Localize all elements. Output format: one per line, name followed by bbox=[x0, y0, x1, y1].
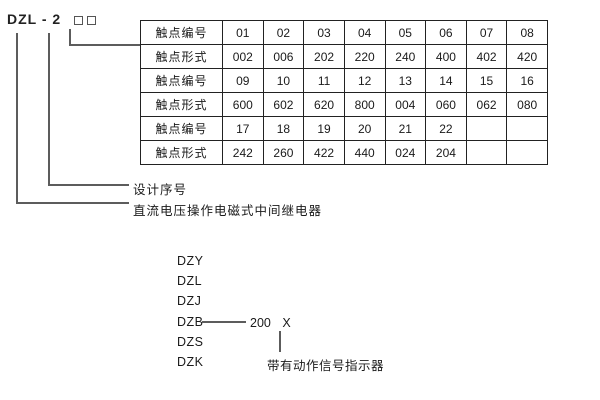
table-cell: 062 bbox=[465, 92, 508, 117]
table-cell: 204 bbox=[425, 140, 467, 165]
series-item-dzl: DZL bbox=[177, 274, 203, 289]
table-cell bbox=[465, 116, 508, 141]
row-label: 触点编号 bbox=[140, 20, 223, 45]
table-cell: 004 bbox=[384, 92, 427, 117]
table-row: 触点形式 600 602 620 800 004 060 062 080 bbox=[140, 92, 548, 117]
table-cell: 620 bbox=[303, 92, 345, 117]
table-cell: 16 bbox=[506, 68, 548, 93]
table-cell: 22 bbox=[425, 116, 467, 141]
model-designation: DZL - 2 bbox=[7, 10, 97, 28]
table-cell: 06 bbox=[425, 20, 467, 45]
table-cell: 20 bbox=[343, 116, 386, 141]
table-cell: 01 bbox=[222, 20, 264, 45]
table-cell: 080 bbox=[506, 92, 548, 117]
row-label: 触点形式 bbox=[140, 44, 223, 69]
dzb-x-placeholder: X bbox=[282, 316, 291, 330]
table-cell: 440 bbox=[343, 140, 386, 165]
table-cell: 10 bbox=[262, 68, 305, 93]
table-cell: 02 bbox=[262, 20, 305, 45]
series-item-dzs: DZS bbox=[177, 334, 204, 349]
table-cell: 260 bbox=[262, 140, 305, 165]
table-cell: 11 bbox=[303, 68, 345, 93]
table-cell: 202 bbox=[303, 44, 345, 69]
dzb-code: 200 X bbox=[250, 316, 291, 330]
series-item-dzb: DZB bbox=[177, 314, 204, 329]
table-row: 触点编号 17 18 19 20 21 22 bbox=[140, 116, 548, 141]
table-cell: 600 bbox=[222, 92, 264, 117]
table-cell: 17 bbox=[222, 116, 264, 141]
table-cell: 04 bbox=[343, 20, 386, 45]
table-cell: 12 bbox=[343, 68, 386, 93]
row-label: 触点编号 bbox=[140, 116, 223, 141]
table-cell: 002 bbox=[222, 44, 264, 69]
box-connector-horizontal-line bbox=[69, 44, 140, 46]
table-cell: 240 bbox=[384, 44, 427, 69]
x-connector-line bbox=[279, 331, 281, 352]
table-cell: 08 bbox=[506, 20, 548, 45]
table-cell: 05 bbox=[384, 20, 427, 45]
table-cell: 18 bbox=[262, 116, 305, 141]
table-cell: 19 bbox=[303, 116, 345, 141]
table-cell: 14 bbox=[425, 68, 467, 93]
table-cell: 024 bbox=[384, 140, 427, 165]
table-row: 触点编号 09 10 11 12 13 14 15 16 bbox=[140, 68, 548, 93]
table-row: 触点形式 002 006 202 220 240 400 402 420 bbox=[140, 44, 548, 69]
table-cell bbox=[506, 140, 548, 165]
series-item-dzj: DZJ bbox=[177, 294, 202, 309]
dzb-connector-line bbox=[202, 321, 246, 323]
box-connector-vertical-line bbox=[69, 29, 71, 45]
table-cell: 13 bbox=[384, 68, 427, 93]
table-cell: 400 bbox=[425, 44, 467, 69]
table-cell: 09 bbox=[222, 68, 264, 93]
table-cell: 602 bbox=[262, 92, 305, 117]
table-row: 触点编号 01 02 03 04 05 06 07 08 bbox=[140, 20, 548, 45]
design-serial-label: 设计序号 bbox=[133, 183, 188, 197]
contact-table: 触点编号 01 02 03 04 05 06 07 08 触点形式 002 006 202 220 240 4… bbox=[140, 20, 548, 165]
table-cell: 21 bbox=[384, 116, 427, 141]
row-label: 触点形式 bbox=[140, 92, 223, 117]
table-cell: 07 bbox=[465, 20, 508, 45]
dzb-number: 200 bbox=[250, 316, 271, 330]
model-placeholder-box-2 bbox=[87, 15, 97, 25]
indicator-note: 带有动作信号指示器 bbox=[267, 359, 385, 373]
model-series-list: DZY DZL DZJ DZB DZS DZK bbox=[177, 251, 204, 372]
table-cell: 03 bbox=[303, 20, 345, 45]
table-cell bbox=[465, 140, 508, 165]
row-label: 触点编号 bbox=[140, 68, 223, 93]
table-cell bbox=[506, 116, 548, 141]
table-cell: 800 bbox=[343, 92, 386, 117]
series-item-dzy: DZY bbox=[177, 254, 204, 268]
serial-connector-vertical-line bbox=[48, 33, 50, 186]
table-cell: 422 bbox=[303, 140, 345, 165]
model-prefix: DZL - 2 bbox=[7, 11, 62, 27]
relay-description-label: 直流电压操作电磁式中间继电器 bbox=[133, 204, 323, 218]
table-row: 触点形式 242 260 422 440 024 204 bbox=[140, 140, 548, 165]
table-cell: 402 bbox=[465, 44, 508, 69]
relay-connector-vertical-line bbox=[16, 33, 18, 204]
relay-connector-horizontal-line bbox=[16, 202, 129, 204]
table-cell: 060 bbox=[425, 92, 467, 117]
series-item-dzk: DZK bbox=[177, 354, 204, 369]
table-cell: 006 bbox=[262, 44, 305, 69]
table-cell: 420 bbox=[506, 44, 548, 69]
table-cell: 15 bbox=[465, 68, 508, 93]
model-placeholder-box-1 bbox=[74, 15, 84, 25]
serial-connector-horizontal-line bbox=[48, 184, 129, 186]
table-cell: 242 bbox=[222, 140, 264, 165]
table-cell: 220 bbox=[343, 44, 386, 69]
row-label: 触点形式 bbox=[140, 140, 223, 165]
